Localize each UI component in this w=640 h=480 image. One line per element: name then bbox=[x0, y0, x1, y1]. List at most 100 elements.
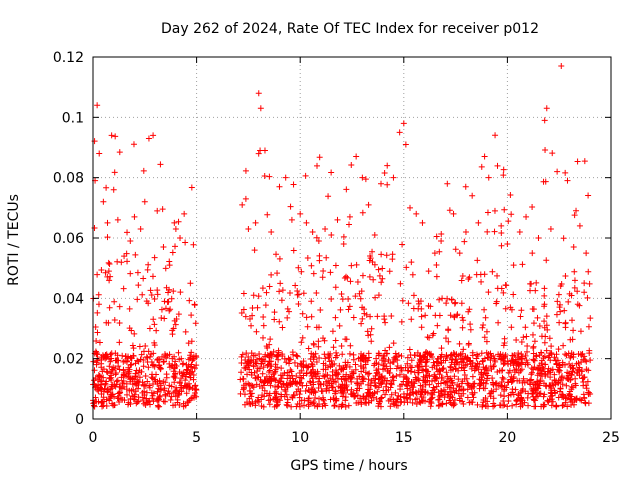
data-point bbox=[173, 315, 180, 322]
data-point bbox=[436, 312, 443, 319]
data-point bbox=[191, 392, 198, 399]
data-point bbox=[543, 347, 550, 354]
data-point bbox=[91, 225, 98, 232]
data-point bbox=[496, 402, 503, 409]
y-axis-label: ROTI / TECUs bbox=[6, 194, 22, 286]
data-point bbox=[586, 280, 593, 287]
data-point bbox=[393, 365, 400, 372]
data-point bbox=[329, 368, 336, 375]
data-point bbox=[386, 268, 393, 275]
data-point bbox=[459, 314, 466, 321]
data-point bbox=[482, 314, 489, 321]
data-point bbox=[352, 361, 359, 368]
data-point bbox=[320, 372, 327, 379]
data-point bbox=[572, 382, 579, 389]
data-point bbox=[140, 348, 147, 355]
data-point bbox=[339, 393, 346, 400]
data-point bbox=[532, 382, 539, 389]
data-point bbox=[309, 228, 316, 235]
data-point bbox=[462, 183, 469, 190]
data-point bbox=[474, 401, 481, 408]
data-point bbox=[408, 316, 415, 323]
data-point bbox=[323, 254, 330, 261]
data-point bbox=[414, 349, 421, 356]
data-point bbox=[321, 351, 328, 358]
data-point bbox=[94, 329, 101, 336]
data-point bbox=[101, 385, 108, 392]
x-tick-label: 0 bbox=[89, 430, 98, 446]
data-point bbox=[162, 305, 169, 312]
data-point bbox=[541, 285, 548, 292]
data-point bbox=[362, 176, 369, 183]
data-point bbox=[298, 375, 305, 382]
data-point bbox=[390, 174, 397, 181]
data-point bbox=[547, 390, 554, 397]
data-point bbox=[239, 351, 246, 358]
data-point bbox=[172, 225, 179, 232]
data-point bbox=[582, 399, 589, 406]
grid-lines bbox=[93, 57, 611, 419]
data-point bbox=[511, 352, 518, 359]
data-point bbox=[549, 150, 556, 157]
data-point bbox=[114, 377, 121, 384]
data-point bbox=[102, 269, 109, 276]
data-point bbox=[187, 280, 194, 287]
data-point bbox=[417, 358, 424, 365]
data-point bbox=[379, 265, 386, 272]
data-point bbox=[480, 379, 487, 386]
data-point bbox=[429, 353, 436, 360]
data-point bbox=[407, 363, 414, 370]
data-point bbox=[515, 363, 522, 370]
data-point bbox=[558, 63, 565, 70]
data-point bbox=[359, 354, 366, 361]
data-point bbox=[145, 300, 152, 307]
data-point bbox=[347, 278, 354, 285]
data-point bbox=[278, 297, 285, 304]
data-point bbox=[98, 390, 105, 397]
data-point bbox=[330, 344, 337, 351]
data-point bbox=[134, 399, 141, 406]
data-point bbox=[559, 402, 566, 409]
data-point bbox=[92, 324, 99, 331]
data-point bbox=[181, 382, 188, 389]
data-point bbox=[488, 353, 495, 360]
data-point bbox=[93, 337, 100, 344]
data-point bbox=[95, 301, 102, 308]
data-point bbox=[491, 402, 498, 409]
data-point bbox=[296, 400, 303, 407]
data-point bbox=[315, 238, 322, 245]
data-point bbox=[249, 305, 256, 312]
data-point bbox=[305, 403, 312, 410]
data-point bbox=[540, 355, 547, 362]
data-point bbox=[527, 287, 534, 294]
data-point bbox=[455, 383, 462, 390]
data-point bbox=[156, 386, 163, 393]
data-point bbox=[439, 401, 446, 408]
data-point bbox=[541, 303, 548, 310]
data-point bbox=[562, 399, 569, 406]
plot-points bbox=[90, 63, 594, 410]
data-point bbox=[293, 352, 300, 359]
data-point bbox=[553, 377, 560, 384]
data-point bbox=[103, 319, 110, 326]
data-point bbox=[281, 355, 288, 362]
data-point bbox=[558, 374, 565, 381]
data-point bbox=[106, 374, 113, 381]
data-point bbox=[320, 268, 327, 275]
data-point bbox=[134, 296, 141, 303]
data-point bbox=[384, 181, 391, 188]
data-point bbox=[171, 353, 178, 360]
data-point bbox=[111, 316, 118, 323]
data-point bbox=[365, 332, 372, 339]
data-point bbox=[278, 391, 285, 398]
data-point bbox=[151, 339, 158, 346]
data-point bbox=[191, 383, 198, 390]
data-point bbox=[261, 353, 268, 360]
data-point bbox=[98, 267, 105, 274]
data-point bbox=[582, 357, 589, 364]
data-point bbox=[278, 365, 285, 372]
data-point bbox=[443, 353, 450, 360]
data-point bbox=[334, 216, 341, 223]
data-point bbox=[346, 350, 353, 357]
